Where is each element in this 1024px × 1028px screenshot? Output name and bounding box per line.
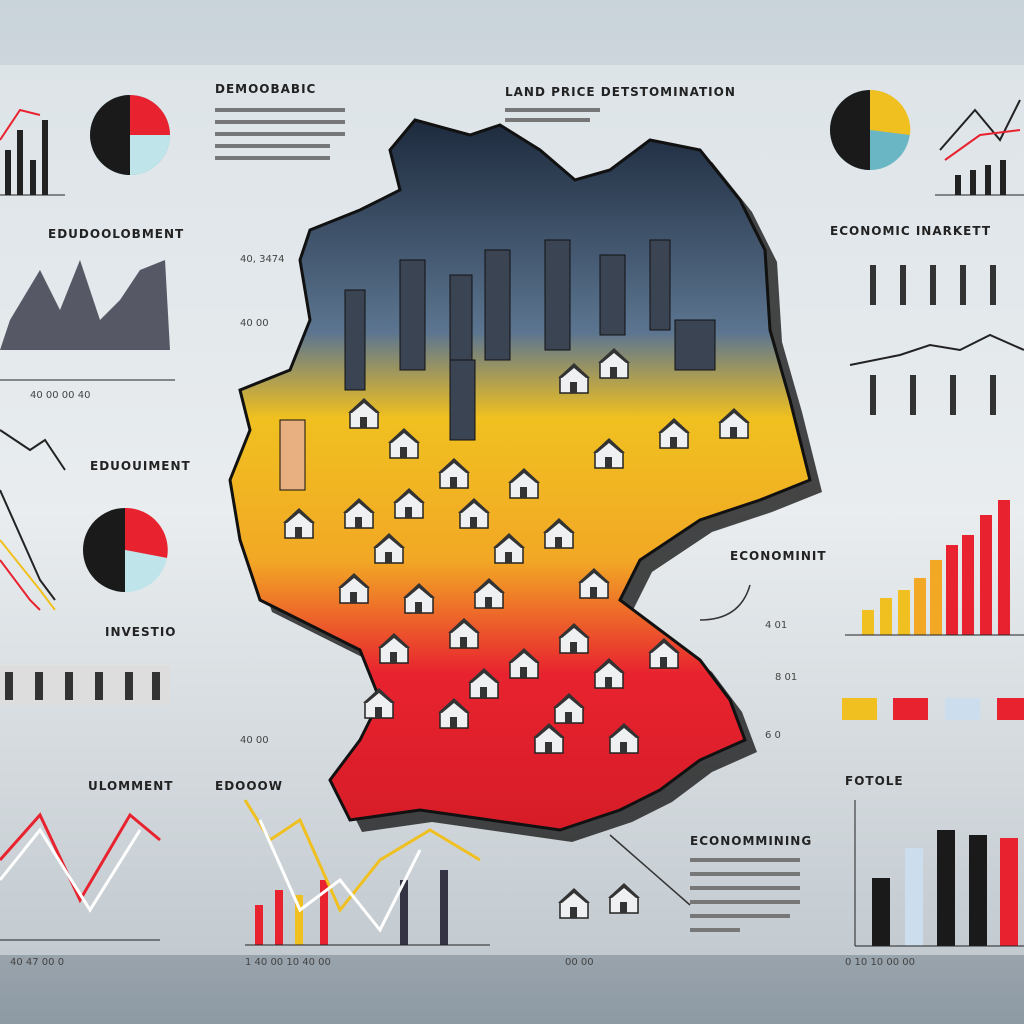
- section-title: ULOMMENT: [88, 779, 173, 793]
- axis-text: 40 47 00 0: [10, 957, 64, 968]
- section-title: FOTOLE: [845, 774, 904, 788]
- section-title: ECONOMMINING: [690, 834, 812, 848]
- axis-text: 40 00 00 40: [30, 390, 90, 401]
- bar-chart-icon: [0, 108, 65, 196]
- section-title: ECONOMINIT: [730, 549, 827, 563]
- main-title: LAND PRICE DETSTOMINATION: [505, 85, 736, 99]
- line-chart: [0, 812, 161, 941]
- section-title: EDUDOOLOBMENT: [48, 227, 184, 241]
- people-row: [0, 665, 170, 705]
- pie-chart: [83, 507, 168, 593]
- line-chart: [935, 99, 1024, 196]
- section-title: INVESTIO: [105, 625, 177, 639]
- area-chart: [0, 260, 175, 381]
- section-title: DEMOOBABIC: [215, 82, 316, 96]
- axis-text: 40 00: [240, 735, 269, 746]
- connector: [699, 584, 751, 621]
- line-chart: [0, 429, 66, 611]
- combo-chart: [243, 799, 490, 946]
- bar-chart: [845, 500, 1024, 636]
- house-icons: [842, 698, 1024, 720]
- pie-chart: [90, 95, 170, 175]
- pie-chart: [830, 89, 911, 170]
- connector: [609, 834, 691, 906]
- axis-text: 00 00: [565, 957, 594, 968]
- section-title: EDUOUIMENT: [90, 459, 191, 473]
- section-title: EDOOOW: [215, 779, 283, 793]
- bar-chart: [854, 800, 1024, 947]
- section-title: ECONOMIC INARKETT: [830, 224, 991, 238]
- axis-text: 0 10 10 00 00: [845, 957, 915, 968]
- people-chart: [849, 265, 1024, 415]
- axis-text: 1 40 00 10 40 00: [245, 957, 331, 968]
- city-skyline: [279, 239, 716, 491]
- axis-text: 40 00: [240, 318, 269, 329]
- text-lines: [215, 108, 800, 932]
- axis-text: 8 01: [775, 672, 797, 683]
- axis-text: 4 01: [765, 620, 787, 631]
- axis-text: 40, 3474: [240, 254, 285, 265]
- axis-text: 6 0: [765, 730, 781, 741]
